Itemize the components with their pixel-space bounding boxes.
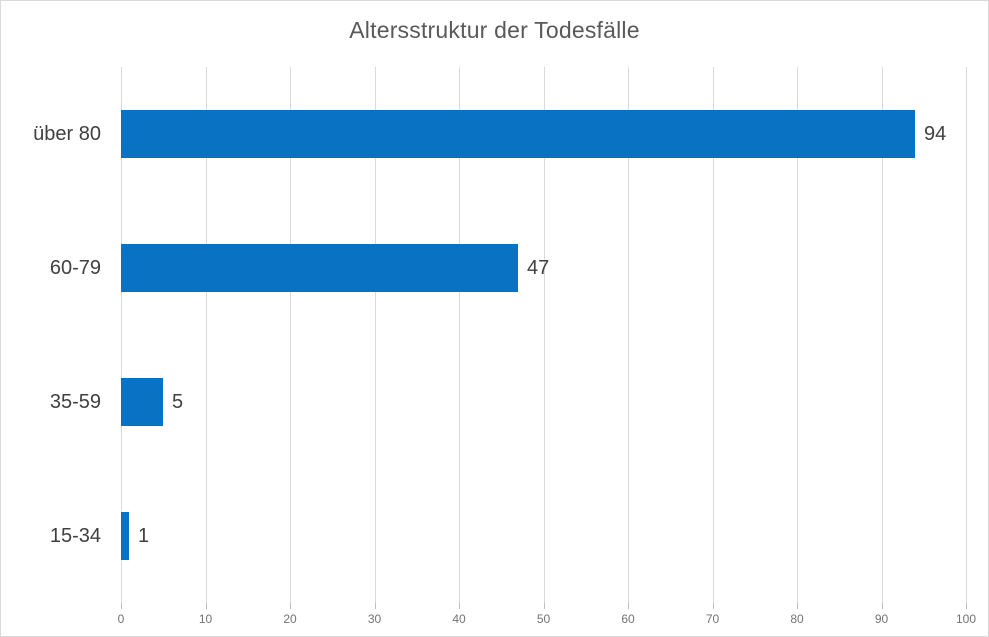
x-axis-tick-mark	[290, 603, 291, 609]
x-axis-tick-label: 0	[117, 612, 125, 626]
value-label: 1	[138, 525, 150, 547]
x-axis-tick-label: 60	[621, 612, 635, 626]
x-axis-tick-label: 40	[452, 612, 466, 626]
gridline	[543, 67, 545, 603]
x-axis-tick-mark	[374, 603, 376, 609]
x-axis-tick-label: 70	[705, 612, 720, 626]
x-axis-tick-label: 100	[955, 612, 977, 626]
bar	[121, 244, 518, 292]
x-axis-tick-mark	[543, 603, 545, 609]
x-axis-tick-label: 20	[283, 612, 297, 626]
x-axis-tick-mark	[628, 603, 629, 609]
x-axis-tick-label: 50	[536, 612, 551, 626]
gridline	[797, 67, 798, 603]
category-label: 15-34	[49, 525, 101, 547]
x-axis-tick-mark	[712, 603, 714, 609]
gridline	[290, 67, 291, 603]
gridline	[881, 67, 883, 603]
chart-title: Altersstruktur der Todesfälle	[349, 17, 640, 43]
value-label: 5	[172, 391, 184, 413]
value-label: 47	[527, 257, 550, 279]
category-label: über 80	[33, 123, 101, 145]
category-label: 35-59	[49, 391, 101, 413]
gridline	[205, 67, 207, 603]
bar	[121, 110, 915, 158]
gridline	[966, 67, 967, 603]
x-axis-tick-label: 30	[367, 612, 382, 626]
value-label: 94	[924, 123, 947, 145]
x-axis-tick-label: 10	[198, 612, 213, 626]
gridline	[628, 67, 629, 603]
x-axis-tick-mark	[797, 603, 798, 609]
gridline	[374, 67, 376, 603]
x-axis-tick-mark	[459, 603, 460, 609]
bar	[121, 512, 129, 560]
x-axis-tick-mark	[966, 603, 967, 609]
category-label: 60-79	[49, 257, 101, 279]
x-axis-tick-mark	[205, 603, 207, 609]
gridline	[121, 67, 122, 603]
bar	[121, 378, 163, 426]
x-axis-tick-label: 80	[790, 612, 804, 626]
x-axis-tick-label: 90	[874, 612, 889, 626]
gridline	[459, 67, 460, 603]
x-axis-tick-mark	[121, 603, 122, 609]
gridline	[712, 67, 714, 603]
x-axis-tick-mark	[881, 603, 883, 609]
